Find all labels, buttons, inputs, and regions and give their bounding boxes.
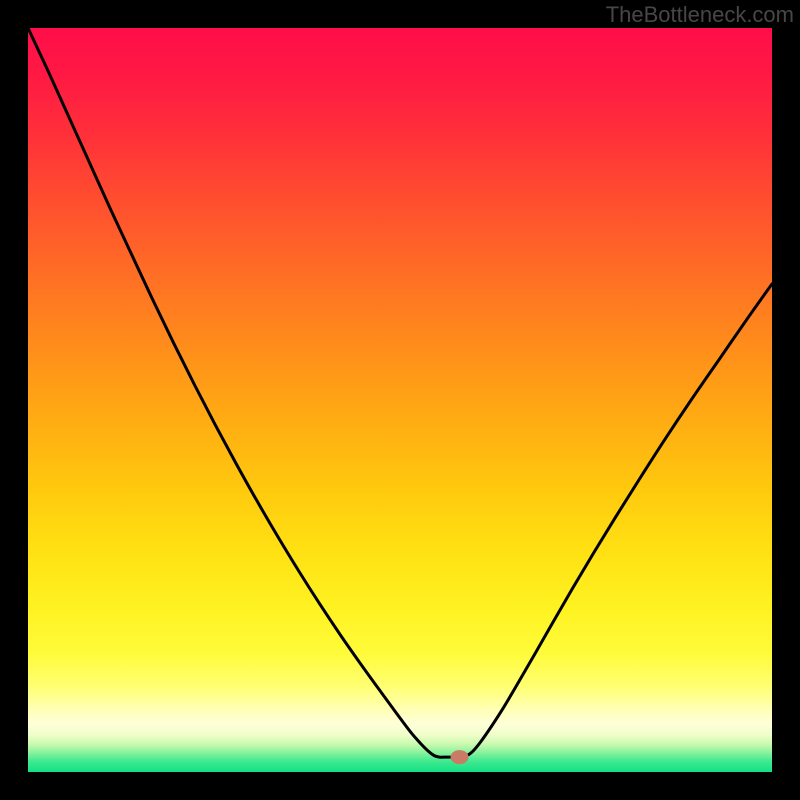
- chart-container: TheBottleneck.com: [0, 0, 800, 800]
- watermark-text: TheBottleneck.com: [606, 2, 794, 28]
- minimum-marker: [451, 750, 469, 764]
- bottleneck-chart: [0, 0, 800, 800]
- plot-background: [28, 28, 772, 772]
